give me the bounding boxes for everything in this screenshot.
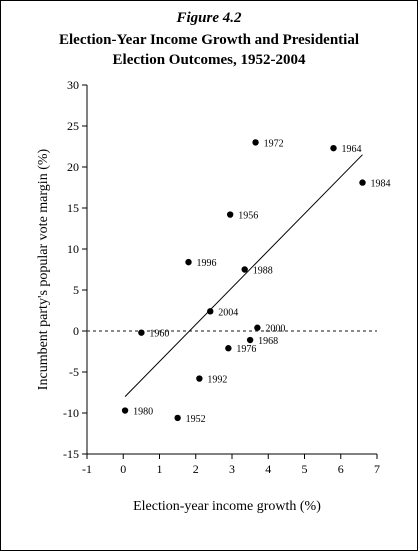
data-point bbox=[359, 179, 366, 186]
y-tick-label: 5 bbox=[73, 283, 79, 297]
data-point bbox=[121, 407, 129, 414]
point-label: 2000 bbox=[265, 324, 285, 335]
data-point bbox=[330, 144, 337, 152]
data-point bbox=[252, 139, 259, 146]
point-label: 1992 bbox=[207, 375, 227, 386]
y-tick-label: -5 bbox=[69, 365, 79, 379]
y-tick-label: 15 bbox=[67, 201, 79, 215]
point-label: 1952 bbox=[186, 414, 206, 425]
x-tick-label: 6 bbox=[338, 462, 344, 476]
y-axis-title: Incumbent party's popular vote margin (%… bbox=[36, 148, 51, 390]
x-tick-label: -1 bbox=[82, 462, 92, 476]
point-label: 1968 bbox=[258, 336, 278, 347]
point-label: 1956 bbox=[238, 211, 258, 222]
data-point bbox=[196, 375, 203, 382]
data-point bbox=[185, 258, 192, 266]
point-label: 1976 bbox=[236, 344, 256, 355]
point-label: 1984 bbox=[371, 179, 391, 190]
y-tick-label: 25 bbox=[67, 119, 79, 133]
data-point bbox=[241, 266, 248, 273]
x-tick-label: 1 bbox=[157, 462, 163, 476]
x-tick-label: 5 bbox=[302, 462, 308, 476]
y-tick-label: 10 bbox=[67, 242, 79, 256]
data-point bbox=[254, 324, 261, 331]
point-label: 1960 bbox=[149, 329, 169, 340]
chart-title-line-1: Election-Year Income Growth and Presiden… bbox=[59, 32, 359, 48]
x-tick-label: 7 bbox=[374, 462, 380, 476]
point-label: 1980 bbox=[133, 407, 153, 418]
trend-line bbox=[124, 154, 363, 397]
y-tick-label: -10 bbox=[63, 406, 79, 420]
x-tick-label: 0 bbox=[120, 462, 126, 476]
data-point bbox=[246, 336, 254, 344]
data-point bbox=[226, 211, 234, 218]
figure-label: Figure 4.2 bbox=[176, 10, 242, 26]
point-label: 1972 bbox=[264, 138, 284, 149]
x-tick-label: 4 bbox=[265, 462, 271, 476]
x-tick-label: 3 bbox=[229, 462, 235, 476]
y-tick-label: 20 bbox=[67, 160, 79, 174]
y-tick-label: 30 bbox=[67, 78, 79, 92]
point-label: 1964 bbox=[342, 144, 362, 155]
data-point bbox=[138, 329, 145, 336]
point-label: 2004 bbox=[218, 307, 238, 318]
point-label: 1988 bbox=[253, 266, 273, 277]
chart-title-line-2: Election Outcomes, 1952-2004 bbox=[112, 52, 306, 68]
point-label: 1996 bbox=[197, 258, 217, 269]
y-tick-label: -15 bbox=[63, 447, 79, 461]
data-point bbox=[225, 345, 232, 352]
data-point bbox=[207, 308, 214, 315]
data-point bbox=[174, 414, 181, 422]
y-tick-label: 0 bbox=[73, 324, 79, 338]
x-axis-title: Election-year income growth (%) bbox=[133, 499, 321, 514]
x-tick-label: 2 bbox=[193, 462, 199, 476]
